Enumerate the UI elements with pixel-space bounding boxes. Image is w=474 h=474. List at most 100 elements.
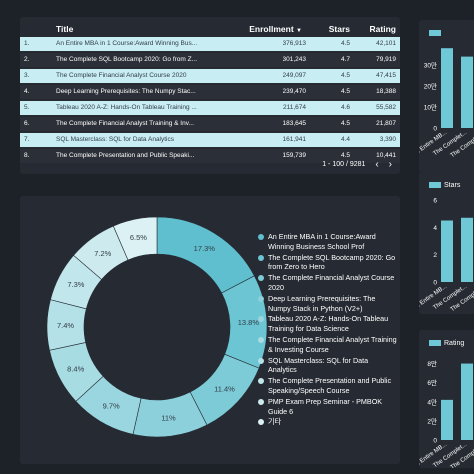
row-stars: 4.5 bbox=[340, 40, 350, 47]
legend-label: The Complete Financial Analyst Training … bbox=[268, 334, 397, 354]
row-stars: 4.5 bbox=[340, 88, 350, 95]
row-enrollment: 183,645 bbox=[282, 120, 307, 127]
legend-item[interactable]: The Complete Financial Analyst Course 20… bbox=[258, 273, 398, 293]
column-header-rating[interactable]: Rating bbox=[369, 24, 396, 34]
legend-dot bbox=[258, 295, 264, 302]
course-table-panel: Title Enrollment ▼ Stars Rating 1. An Ent… bbox=[20, 17, 400, 174]
legend-dot bbox=[258, 316, 264, 323]
table-row[interactable]: 6. The Complete Financial Analyst Trainin… bbox=[20, 117, 400, 131]
pagination-range: 1 - 100 / 9281 bbox=[322, 161, 366, 168]
legend-swatch bbox=[429, 340, 441, 347]
row-rating: 21,807 bbox=[376, 120, 396, 127]
table-row[interactable]: 1. An Entire MBA in 1 Course:Award Winnin… bbox=[20, 37, 400, 51]
donut-slice-label: 8.4% bbox=[67, 365, 84, 374]
row-enrollment: 301,243 bbox=[282, 56, 307, 63]
legend-item[interactable]: The Complete SQL Bootcamp 2020: Go from … bbox=[258, 253, 398, 273]
row-rating: 47,415 bbox=[376, 72, 396, 79]
pagination: 1 - 100 / 9281 ‹ › bbox=[322, 158, 392, 170]
donut-slice-label: 11.4% bbox=[214, 384, 235, 393]
column-header-stars[interactable]: Stars bbox=[328, 24, 350, 34]
row-number: 8. bbox=[24, 152, 30, 159]
row-rating: 3,390 bbox=[379, 136, 396, 143]
legend-label: PMP Exam Prep Seminar - PMBOK Guide 6 bbox=[268, 396, 383, 416]
row-title: The Complete Presentation and Public Spe… bbox=[56, 152, 195, 159]
column-header-title[interactable]: Title bbox=[56, 24, 74, 34]
legend-dot bbox=[258, 254, 264, 261]
donut-legend: An Entire MBA in 1 Course:Award Winning … bbox=[258, 232, 398, 428]
donut-slice-label: 9.7% bbox=[103, 402, 120, 411]
y-tick-label: 6만 bbox=[427, 378, 437, 387]
column-header-enrollment[interactable]: Enrollment ▼ bbox=[249, 24, 302, 34]
row-title: The Complete Financial Analyst Course 20… bbox=[56, 72, 187, 79]
bar[interactable] bbox=[461, 217, 473, 282]
legend-label: Stars bbox=[444, 182, 461, 189]
row-number: 4. bbox=[24, 88, 30, 95]
legend-label: Tableau 2020 A-Z: Hands-On Tableau Train… bbox=[268, 314, 389, 334]
legend-item[interactable]: The Complete Financial Analyst Training … bbox=[258, 335, 398, 355]
legend-label: An Entire MBA in 1 Course:Award Winning … bbox=[268, 232, 376, 251]
y-tick-label: 0 bbox=[433, 126, 437, 133]
y-tick-label: 4만 bbox=[427, 397, 437, 406]
legend-item[interactable]: Deep Learning Prerequisites: The Numpy S… bbox=[258, 294, 398, 314]
bar[interactable] bbox=[441, 399, 453, 440]
enrollment-header-label: Enrollment bbox=[249, 24, 294, 34]
row-stars: 4.6 bbox=[340, 104, 350, 111]
table-row[interactable]: 7. SQL Masterclass: SQL for Data Analytic… bbox=[20, 133, 400, 147]
table-row[interactable]: 4. Deep Learning Prerequisites: The Numpy… bbox=[20, 85, 400, 99]
bar[interactable] bbox=[441, 48, 453, 129]
row-stars: 4.5 bbox=[340, 72, 350, 79]
y-tick-label: 8만 bbox=[427, 359, 437, 368]
legend-item[interactable]: PMP Exam Prep Seminar - PMBOK Guide 6 bbox=[258, 397, 398, 417]
donut-slice[interactable] bbox=[112, 216, 158, 261]
rating-bar-legend: Rating bbox=[429, 340, 464, 347]
table-row[interactable]: 8. The Complete Presentation and Public S… bbox=[20, 149, 400, 163]
bar[interactable] bbox=[461, 56, 473, 128]
donut-slice-label: 7.3% bbox=[67, 280, 84, 289]
bar[interactable] bbox=[461, 363, 473, 440]
y-tick-label: 30만 bbox=[424, 61, 437, 70]
sort-desc-icon[interactable]: ▼ bbox=[296, 28, 302, 34]
chevron-left-icon[interactable]: ‹ bbox=[375, 159, 379, 170]
legend-label: 기타 bbox=[268, 417, 282, 427]
y-tick-label: 0 bbox=[433, 438, 437, 445]
legend-item[interactable]: 기타 bbox=[258, 417, 398, 427]
legend-dot bbox=[258, 398, 264, 405]
donut-slice-label: 11% bbox=[161, 413, 176, 422]
table-row[interactable]: 3. The Complete Financial Analyst Course … bbox=[20, 69, 400, 83]
table-row[interactable]: 5. Tableau 2020 A-Z: Hands-On Tableau Tra… bbox=[20, 101, 400, 115]
donut-slice-label: 17.3% bbox=[194, 244, 216, 253]
row-title: Deep Learning Prerequisites: The Numpy S… bbox=[56, 88, 196, 95]
legend-label: The Complete Presentation and Public Spe… bbox=[268, 376, 392, 395]
row-number: 2. bbox=[24, 56, 30, 63]
row-stars: 4.5 bbox=[340, 120, 350, 127]
row-rating: 10,441 bbox=[376, 152, 396, 159]
bar[interactable] bbox=[441, 220, 453, 283]
legend-item[interactable]: Tableau 2020 A-Z: Hands-On Tableau Train… bbox=[258, 314, 398, 334]
y-tick-label: 0 bbox=[433, 280, 437, 287]
legend-swatch bbox=[429, 30, 441, 37]
chevron-right-icon[interactable]: › bbox=[388, 159, 392, 170]
legend-dot bbox=[258, 234, 264, 240]
row-rating: 55,582 bbox=[376, 104, 396, 111]
row-title: The Complete SQL Bootcamp 2020: Go from … bbox=[56, 56, 198, 63]
table-row[interactable]: 2. The Complete SQL Bootcamp 2020: Go fro… bbox=[20, 53, 400, 67]
y-tick-label: 2만 bbox=[427, 416, 437, 425]
row-title: Tableau 2020 A-Z: Hands-On Tableau Train… bbox=[56, 104, 197, 111]
row-enrollment: 161,941 bbox=[282, 136, 307, 143]
donut-slice[interactable] bbox=[156, 216, 255, 294]
row-enrollment: 376,913 bbox=[282, 40, 307, 47]
legend-item[interactable]: SQL Masterclass: SQL for Data Analytics bbox=[258, 356, 398, 376]
y-tick-label: 4 bbox=[433, 225, 437, 232]
legend-item[interactable]: An Entire MBA in 1 Course:Award Winning … bbox=[258, 232, 398, 252]
row-number: 5. bbox=[24, 104, 30, 111]
row-enrollment: 249,097 bbox=[282, 72, 307, 79]
y-tick-label: 10만 bbox=[424, 103, 437, 112]
row-title: An Entire MBA in 1 Course:Award Winning … bbox=[56, 40, 198, 47]
y-tick-label: 6 bbox=[433, 198, 437, 205]
legend-label: SQL Masterclass: SQL for Data Analytics bbox=[268, 355, 369, 375]
donut-slice-label: 7.2% bbox=[94, 249, 111, 258]
legend-item[interactable]: The Complete Presentation and Public Spe… bbox=[258, 376, 398, 396]
row-number: 7. bbox=[24, 136, 30, 143]
donut-slice-label: 7.4% bbox=[57, 321, 74, 330]
